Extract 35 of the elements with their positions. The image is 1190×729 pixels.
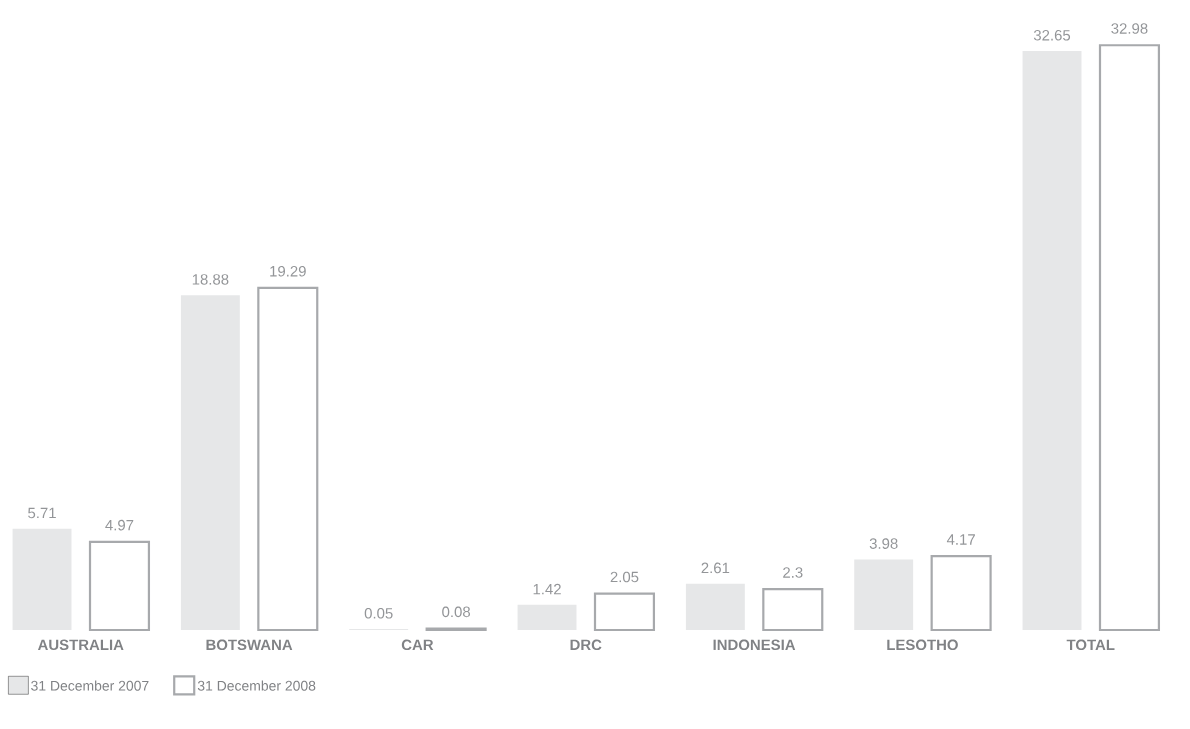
bar (257, 286, 319, 632)
x-tick-label: BOTSWANA (206, 639, 293, 651)
data-label: 32.65 (1033, 29, 1071, 41)
bar (517, 604, 577, 630)
data-label: 4.17 (946, 534, 975, 545)
data-label: 4.97 (105, 519, 134, 531)
x-tick-label: DRC (570, 639, 602, 651)
data-label: 18.88 (192, 274, 229, 285)
x-tick-label: TOTAL (1066, 639, 1115, 651)
x-tick-label: CAR (401, 639, 434, 651)
bar (1022, 51, 1082, 630)
bar (762, 588, 824, 632)
data-label: 0.08 (442, 606, 471, 618)
bar (180, 295, 240, 630)
data-label: 5.71 (28, 507, 56, 519)
data-label: 1.42 (533, 583, 561, 595)
data-label: 2.61 (701, 562, 730, 574)
x-tick-label: INDONESIA (713, 639, 796, 651)
data-label: 32.98 (1111, 23, 1148, 34)
bar (1098, 44, 1161, 632)
data-label: 3.98 (869, 538, 898, 549)
x-tick-label: AUSTRALIA (37, 639, 124, 651)
bar (685, 583, 745, 630)
bar (88, 540, 151, 632)
x-tick-label: LESOTHO (887, 639, 958, 651)
bar (593, 592, 656, 632)
data-label: 0.05 (364, 608, 393, 619)
legend-label: 31 December 2008 (197, 680, 316, 691)
legend-label: 31 December 2007 (31, 680, 149, 691)
data-label: 2.05 (610, 571, 639, 583)
bar (854, 559, 914, 630)
bar (930, 554, 992, 632)
data-label: 2.3 (783, 567, 803, 578)
data-label: 19.29 (270, 265, 306, 277)
bar (12, 528, 72, 630)
